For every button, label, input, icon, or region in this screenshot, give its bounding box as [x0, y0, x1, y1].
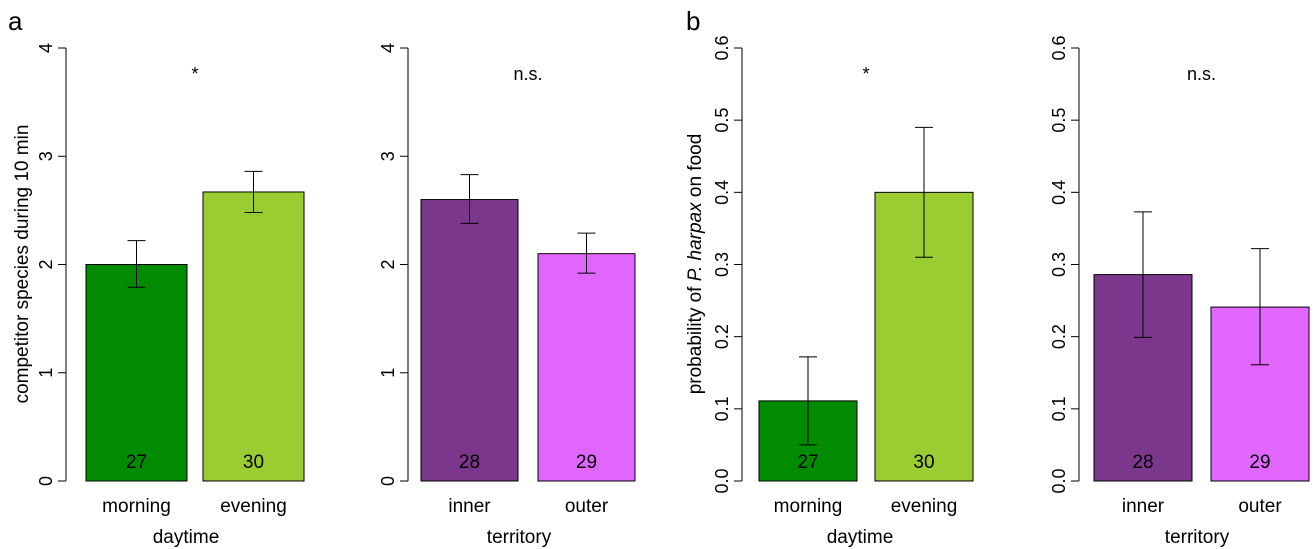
y-tick-label: 2	[36, 259, 56, 269]
bar-morning	[85, 264, 188, 482]
y-tick-label: 4	[36, 43, 56, 53]
sample-size-label: 30	[913, 452, 934, 473]
y-tick-label: 0.4	[1049, 180, 1069, 205]
y-tick-label: 0.3	[1049, 252, 1069, 277]
y-tick-label: 1	[378, 368, 398, 378]
y-tick-label: 0.1	[1049, 396, 1069, 421]
x-axis-label: territory	[1165, 527, 1230, 548]
chart-3: 0.0 0.1 0.2 0.3 0.4 0.5 0.6 27 morning 30 evening d…	[712, 35, 974, 548]
panel-letter-b: b	[686, 6, 700, 36]
y-tick-label: 4	[378, 43, 398, 53]
x-axis-label: daytime	[153, 527, 220, 548]
y-tick-label: 0.6	[712, 35, 732, 60]
sample-size-label: 28	[1132, 452, 1153, 473]
sample-size-label: 29	[576, 452, 597, 473]
sample-size-label: 28	[459, 452, 480, 473]
y-tick-label: 1	[36, 368, 56, 378]
chart-2: 0 1 2 3 4 28 inner 29 outer territory n.s.	[378, 43, 636, 548]
significance-label: n.s.	[1187, 64, 1216, 84]
category-label: inner	[448, 496, 491, 517]
y-tick-label: 2	[378, 259, 398, 269]
y-tick-label: 0.0	[1049, 468, 1069, 493]
category-label: morning	[774, 496, 843, 517]
category-label: inner	[1122, 496, 1165, 517]
y-tick-label: 0.4	[712, 180, 732, 205]
y-tick-label: 0.5	[712, 108, 732, 133]
sample-size-label: 27	[126, 452, 147, 473]
chart-4: 0.0 0.1 0.2 0.3 0.4 0.5 0.6 28 inner 29 outer terri…	[1049, 35, 1310, 548]
y-tick-label: 0.5	[1049, 108, 1069, 133]
x-axis-label: daytime	[827, 527, 894, 548]
y-tick-label: 0.3	[712, 252, 732, 277]
sample-size-label: 30	[243, 452, 264, 473]
y-tick-label: 0.2	[712, 324, 732, 349]
y-tick-label: 0.6	[1049, 35, 1069, 60]
category-label: outer	[565, 496, 609, 517]
x-axis-label: territory	[487, 527, 552, 548]
category-label: morning	[102, 496, 171, 517]
category-label: evening	[891, 496, 958, 517]
y-tick-label: 3	[36, 151, 56, 161]
y-tick-label: 0.2	[1049, 324, 1069, 349]
category-label: evening	[220, 496, 287, 517]
y-tick-label: 3	[378, 151, 398, 161]
bar-outer	[537, 253, 636, 482]
bar-inner	[420, 199, 519, 482]
plots: 0123427morning30eveningdaytime*0123428in…	[36, 35, 1310, 548]
y-tick-label: 0	[378, 476, 398, 486]
significance-label: n.s.	[513, 64, 542, 84]
y-tick-label: 0	[36, 476, 56, 486]
sample-size-label: 27	[797, 452, 818, 473]
y-tick-label: 0.1	[712, 396, 732, 421]
y-tick-label: 0.0	[712, 468, 732, 493]
bar-evening	[202, 191, 305, 482]
category-label: outer	[1238, 496, 1282, 517]
sample-size-label: 29	[1249, 452, 1270, 473]
panel-letter-a: a	[8, 6, 23, 36]
ylabel-b: probability of P. harpax on food	[685, 134, 706, 395]
significance-label: *	[862, 64, 869, 84]
ylabel-a: competitor species during 10 min	[12, 125, 33, 404]
significance-label: *	[191, 64, 198, 84]
